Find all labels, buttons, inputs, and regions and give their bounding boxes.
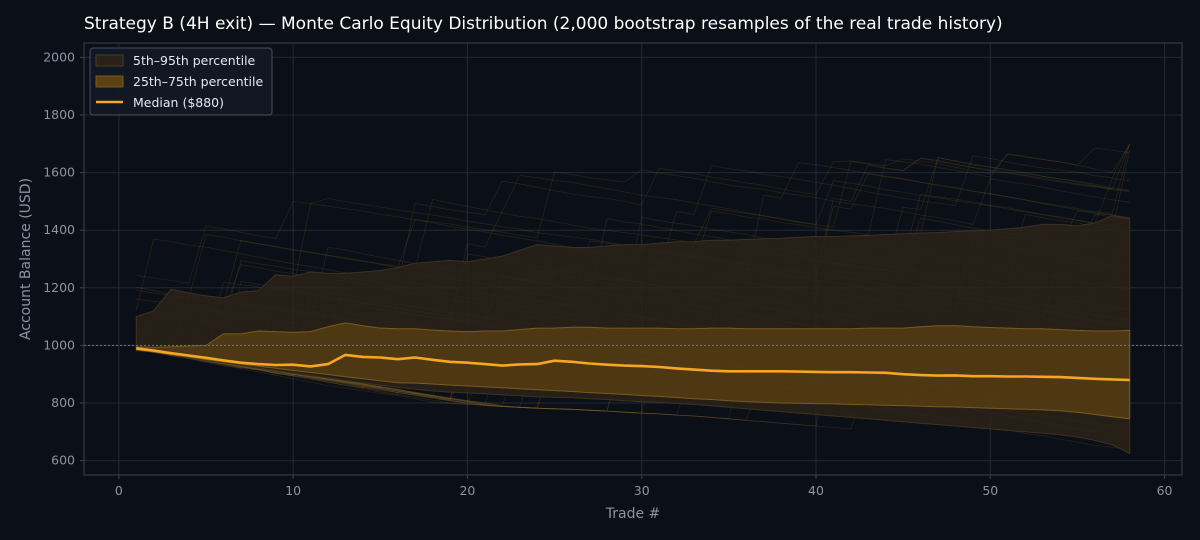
y-tick-label: 1000: [43, 337, 75, 352]
plot-frame: [83, 42, 1183, 476]
x-tick-label: 60: [1157, 483, 1173, 498]
y-tick-label: 1200: [43, 280, 75, 295]
x-axis-label: Trade #: [605, 506, 661, 522]
legend: 5th–95th percentile 25th–75th percentile…: [89, 47, 273, 116]
band-25-75-percentile: [135, 322, 1131, 420]
x-tick-label: 40: [808, 483, 824, 498]
sample-path: [136, 157, 1130, 305]
legend-label-outer: 5th–95th percentile: [133, 53, 256, 68]
legend-label-median: Median ($880): [133, 95, 224, 110]
x-tick-label: 20: [459, 483, 475, 498]
y-axis-label: Account Balance (USD): [18, 178, 34, 340]
y-tick-label: 800: [51, 395, 75, 410]
x-tick-label: 50: [982, 483, 998, 498]
x-tick-label: 30: [634, 483, 650, 498]
legend-swatch-inner: [95, 75, 124, 88]
sample-path: [136, 143, 1131, 420]
legend-box: [89, 47, 273, 116]
y-tick-label: 600: [51, 453, 75, 468]
y-tick-label: 1800: [43, 107, 75, 122]
sample-path: [136, 169, 1130, 284]
y-tick-label: 1400: [43, 222, 75, 237]
median-line: [136, 347, 1130, 382]
y-tick-label: 2000: [43, 49, 75, 64]
x-tick-label: 0: [115, 483, 123, 498]
y-axis-ticks: 600 800 1000 1200 1400 1600 1800 2000: [43, 49, 84, 468]
chart-title: Strategy B (4H exit) — Monte Carlo Equit…: [84, 14, 1003, 34]
legend-swatch-outer: [95, 54, 124, 67]
x-tick-label: 10: [285, 483, 301, 498]
legend-label-inner: 25th–75th percentile: [133, 74, 264, 89]
y-tick-label: 1600: [43, 165, 75, 180]
x-axis-ticks: 0 10 20 30 40 50 60: [115, 475, 1173, 498]
